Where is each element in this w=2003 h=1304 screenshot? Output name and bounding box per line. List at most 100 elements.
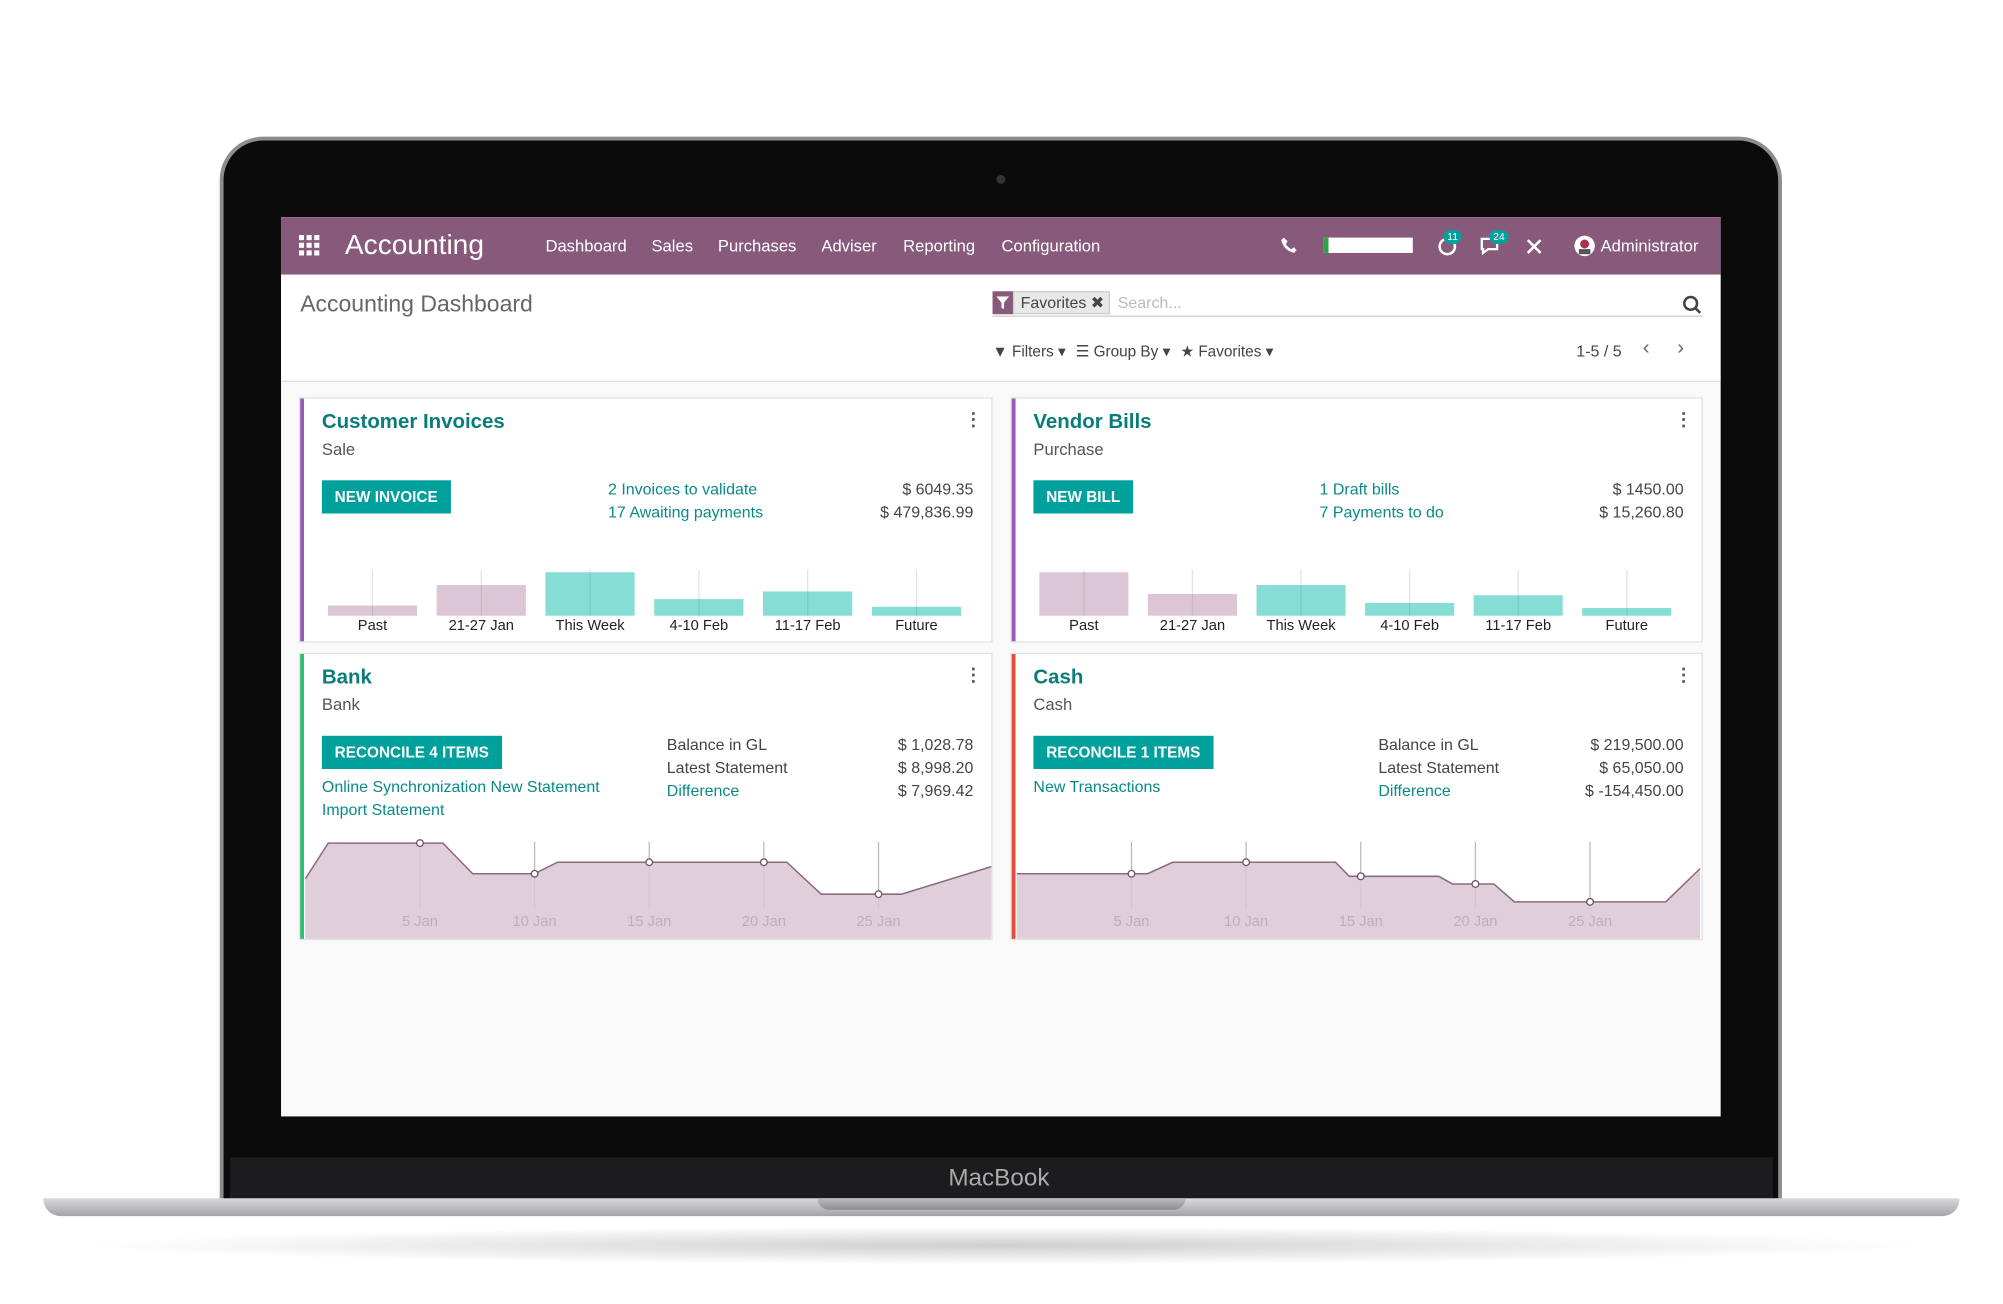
card-link[interactable]: Online Synchronization New Statement <box>321 777 600 796</box>
search-icon[interactable] <box>1682 295 1702 314</box>
avatar[interactable] <box>1574 235 1596 257</box>
badge: 11 <box>1443 229 1462 244</box>
breadcrumb: Accounting Dashboard <box>300 291 533 317</box>
x-tick-label: 4-10 Feb <box>669 618 728 634</box>
area <box>1016 862 1701 939</box>
row-label[interactable]: 7 Payments to do <box>1319 503 1444 522</box>
point <box>1586 897 1595 906</box>
favorites-button[interactable]: ★ Favorites ▾ <box>1180 342 1274 361</box>
row-label: Balance in GL <box>1378 735 1479 754</box>
point <box>530 869 539 878</box>
row-label[interactable]: Difference <box>1378 781 1451 800</box>
card-menu: ⋮ <box>1674 664 1693 685</box>
card-title[interactable]: Bank <box>321 666 372 689</box>
dashboard-card: Customer Invoices Sale ⋮ NEW INVOICE 2 Invoi… <box>300 398 992 642</box>
row-amount: $ 6049.35 <box>902 480 974 499</box>
x-tick-label: 4-10 Feb <box>1380 618 1439 634</box>
bar <box>545 572 635 616</box>
phone-icon[interactable] <box>1280 236 1298 254</box>
menu-item[interactable]: Reporting <box>903 236 976 256</box>
app-name[interactable]: Accounting <box>344 228 484 261</box>
user-name[interactable]: Administrator <box>1600 236 1699 256</box>
screen: Accounting 11 24 Administrator Accountin… <box>281 217 1721 1117</box>
filters-button[interactable]: ▼ Filters ▾ <box>992 342 1066 361</box>
point <box>415 839 424 848</box>
pager-prev[interactable]: ‹ <box>1642 337 1650 359</box>
card-title[interactable]: Vendor Bills <box>1033 411 1152 434</box>
menu-item[interactable]: Adviser <box>821 236 877 256</box>
filters-label: Filters <box>1011 342 1054 361</box>
bar <box>1473 595 1563 616</box>
card-chart: Past 21-27 Jan This Week 4-10 Feb 11-17 Feb F… <box>327 569 962 634</box>
facet[interactable]: Favorites ✖ <box>1012 291 1111 315</box>
menu-item[interactable]: Purchases <box>717 236 797 256</box>
x-tick-label: 11-17 Feb <box>1485 618 1551 634</box>
card-subtitle: Bank <box>321 694 360 715</box>
bar <box>1582 608 1672 616</box>
row-amount: $ 15,260.80 <box>1599 503 1684 522</box>
row-label[interactable]: Difference <box>666 781 740 800</box>
group-by-button[interactable]: ☰ Group By ▾ <box>1075 342 1171 361</box>
point <box>759 858 768 867</box>
status-bar <box>1323 237 1413 253</box>
card-menu: ⋮ <box>964 408 983 430</box>
card-title[interactable]: Cash <box>1033 666 1084 689</box>
point <box>1471 880 1480 888</box>
dashboard-card: Cash Cash ⋮ RECONCILE 1 ITEMS Balance in GL $… <box>1011 654 1702 939</box>
dashboard-card: Bank Bank ⋮ RECONCILE 4 ITEMS Balance in GL $… <box>300 654 992 939</box>
card-button[interactable]: RECONCILE 1 ITEMS <box>1033 735 1214 769</box>
group-by-label: Group By <box>1093 342 1159 361</box>
row-amount: $ 219,500.00 <box>1590 735 1684 754</box>
x-tick-label: Past <box>358 618 387 634</box>
point <box>1127 869 1136 878</box>
menu-item[interactable]: Dashboard <box>545 236 627 256</box>
card-button[interactable]: RECONCILE 4 ITEMS <box>321 735 502 769</box>
row-amount: $ 8,998.20 <box>897 758 974 777</box>
row-label[interactable]: 1 Draft bills <box>1319 480 1400 499</box>
row-amount: $ 1,028.78 <box>897 735 974 754</box>
facet-remove[interactable]: ✖ <box>1090 293 1105 312</box>
menu-item[interactable]: Configuration <box>1001 236 1101 256</box>
row-label: Balance in GL <box>666 735 768 754</box>
favorites-label: Favorites <box>1198 342 1262 361</box>
row-label[interactable]: 2 Invoices to validate <box>608 480 758 499</box>
card-chart: 5 Jan10 Jan15 Jan20 Jan25 Jan <box>1016 841 1701 939</box>
card-subtitle: Purchase <box>1033 439 1104 459</box>
shadow <box>76 1226 1929 1265</box>
card-link[interactable]: Import Statement <box>321 800 445 819</box>
bar <box>436 585 526 616</box>
bar <box>327 605 418 616</box>
area <box>305 843 992 939</box>
row-label[interactable]: 17 Awaiting payments <box>608 503 764 522</box>
card-subtitle: Sale <box>321 439 356 459</box>
badge: 24 <box>1489 229 1509 244</box>
row-amount: $ 7,969.42 <box>897 781 974 800</box>
bar <box>763 591 853 616</box>
apps-icon[interactable] <box>298 235 322 256</box>
card-title[interactable]: Customer Invoices <box>321 411 505 434</box>
card-button[interactable]: NEW BILL <box>1033 480 1134 514</box>
card-subtitle: Cash <box>1033 694 1073 715</box>
bar <box>1256 585 1346 616</box>
card-button[interactable]: NEW INVOICE <box>321 480 451 514</box>
pager-next[interactable]: › <box>1677 337 1685 359</box>
card-link[interactable]: New Transactions <box>1033 777 1161 796</box>
row-label: Latest Statement <box>1378 758 1500 777</box>
x-tick-label: 21-27 Jan <box>449 618 514 634</box>
search-underline <box>992 315 1703 317</box>
tools-icon[interactable] <box>1525 238 1543 256</box>
card-chart: 5 Jan10 Jan15 Jan20 Jan25 Jan <box>304 839 992 939</box>
row-amount: $ -154,450.00 <box>1585 781 1684 800</box>
bar <box>1365 602 1455 616</box>
search-input[interactable]: Search... <box>1117 293 1182 312</box>
menu-item[interactable]: Sales <box>651 236 694 256</box>
point <box>1356 872 1365 881</box>
facet-label: Favorites <box>1020 293 1087 312</box>
row-amount: $ 65,050.00 <box>1599 758 1684 777</box>
x-tick-label: Past <box>1069 618 1098 634</box>
card-menu: ⋮ <box>1674 408 1693 430</box>
row-amount: $ 1450.00 <box>1612 480 1684 499</box>
pager: 1-5 / 5 <box>1576 342 1622 361</box>
